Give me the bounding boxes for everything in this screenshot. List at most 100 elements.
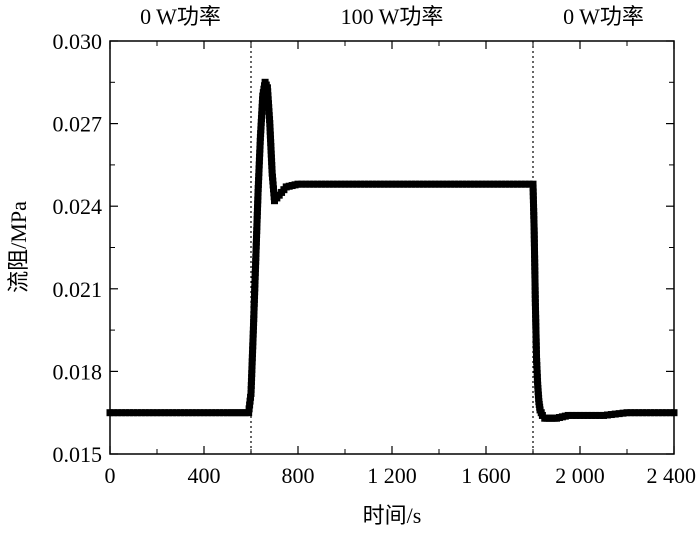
data-point bbox=[247, 393, 255, 401]
data-point bbox=[529, 196, 537, 204]
data-point bbox=[666, 409, 674, 417]
data-point bbox=[532, 310, 540, 318]
data-point bbox=[482, 180, 490, 188]
data-point bbox=[404, 180, 412, 188]
x-tick-label: 0 bbox=[105, 463, 116, 488]
data-point bbox=[530, 227, 538, 235]
data-point bbox=[384, 180, 392, 188]
data-point bbox=[462, 180, 470, 188]
x-tick-label: 1 600 bbox=[461, 463, 511, 488]
data-point bbox=[533, 373, 541, 381]
data-point bbox=[180, 409, 188, 417]
data-point bbox=[400, 180, 408, 188]
data-point bbox=[255, 165, 263, 173]
data-point bbox=[234, 409, 242, 417]
series-line bbox=[110, 79, 674, 419]
data-point bbox=[161, 409, 169, 417]
data-point bbox=[447, 180, 455, 188]
data-point bbox=[529, 188, 537, 196]
data-point bbox=[268, 169, 276, 177]
data-point bbox=[265, 112, 273, 120]
data-point bbox=[267, 146, 275, 154]
data-point bbox=[415, 180, 423, 188]
data-point bbox=[251, 269, 259, 277]
data-point bbox=[530, 223, 538, 231]
data-point bbox=[249, 346, 257, 354]
data-point bbox=[532, 322, 540, 330]
data-point bbox=[502, 180, 510, 188]
data-point bbox=[256, 145, 264, 153]
data-point bbox=[248, 370, 256, 378]
data-point bbox=[532, 346, 540, 354]
data-point bbox=[254, 196, 262, 204]
data-point bbox=[596, 411, 604, 419]
data-point bbox=[568, 411, 576, 419]
data-point bbox=[408, 180, 416, 188]
data-point bbox=[531, 279, 539, 287]
data-point bbox=[141, 409, 149, 417]
data-point bbox=[435, 180, 443, 188]
data-point bbox=[531, 247, 539, 255]
data-point bbox=[266, 120, 274, 128]
data-point bbox=[506, 180, 513, 188]
data-point bbox=[249, 338, 257, 346]
data-point bbox=[455, 180, 463, 188]
x-tick-label: 2 400 bbox=[647, 463, 697, 488]
data-point bbox=[650, 409, 658, 417]
data-point bbox=[564, 411, 572, 419]
data-point bbox=[531, 259, 539, 267]
data-point bbox=[255, 157, 263, 165]
data-point bbox=[302, 180, 310, 188]
data-point bbox=[252, 257, 260, 265]
data-point bbox=[265, 104, 273, 112]
data-point bbox=[623, 409, 631, 417]
data-point bbox=[268, 165, 276, 173]
data-point bbox=[248, 366, 256, 374]
data-point bbox=[266, 123, 274, 131]
data-point bbox=[532, 350, 540, 358]
data-point bbox=[611, 410, 619, 418]
data-point bbox=[530, 235, 538, 243]
data-point bbox=[255, 173, 263, 181]
x-tick-label: 1 200 bbox=[367, 463, 417, 488]
data-point bbox=[246, 397, 254, 405]
data-point bbox=[443, 180, 451, 188]
data-point bbox=[245, 405, 253, 413]
data-point bbox=[532, 306, 540, 314]
data-point bbox=[252, 238, 260, 246]
data-point bbox=[268, 162, 276, 170]
data-point bbox=[256, 133, 264, 141]
data-point bbox=[251, 265, 259, 273]
data-point bbox=[268, 158, 276, 166]
data-point bbox=[258, 103, 266, 111]
data-point bbox=[269, 177, 277, 185]
data-point bbox=[531, 255, 539, 263]
data-point bbox=[298, 180, 306, 188]
data-point bbox=[269, 181, 277, 189]
data-point bbox=[267, 154, 275, 162]
data-point bbox=[248, 350, 256, 358]
data-point bbox=[466, 180, 474, 188]
data-point bbox=[253, 219, 261, 227]
data-point bbox=[177, 409, 184, 417]
data-point bbox=[532, 338, 540, 346]
data-point bbox=[321, 180, 329, 188]
data-point bbox=[376, 180, 384, 188]
data-point bbox=[530, 211, 538, 219]
data-point bbox=[252, 250, 260, 258]
data-point bbox=[264, 100, 272, 108]
data-point bbox=[533, 369, 541, 377]
data-point bbox=[270, 189, 278, 197]
data-point bbox=[530, 243, 538, 251]
data-point bbox=[247, 378, 255, 386]
data-point bbox=[241, 409, 249, 417]
data-point bbox=[627, 409, 635, 417]
data-point bbox=[257, 115, 265, 123]
data-point bbox=[451, 180, 459, 188]
data-point bbox=[269, 185, 277, 193]
data-point bbox=[306, 180, 314, 188]
data-point bbox=[534, 377, 542, 385]
data-point bbox=[249, 322, 257, 330]
data-point bbox=[265, 108, 273, 116]
